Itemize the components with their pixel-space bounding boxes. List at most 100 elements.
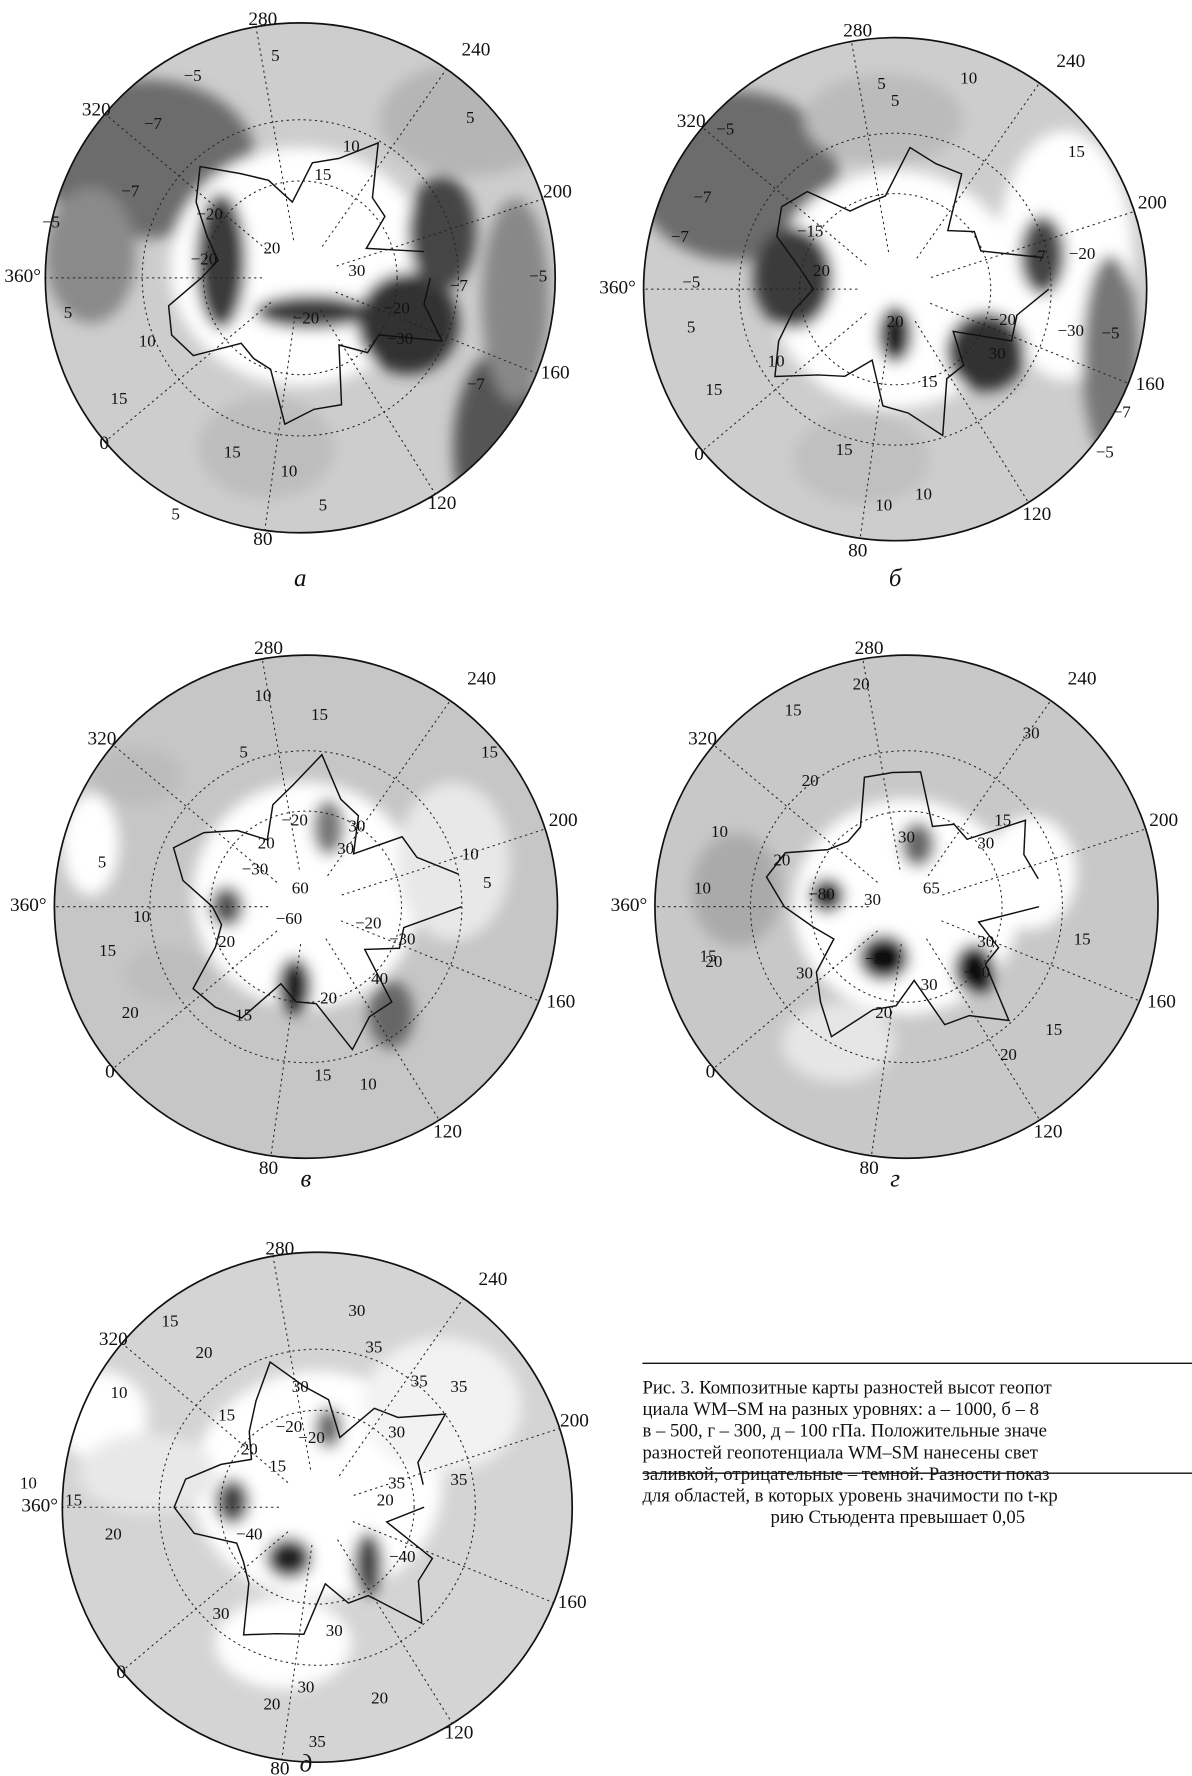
contour-label: 20 [195,1343,212,1362]
contour-label: −20 [298,1428,325,1447]
contour-label: 35 [309,1732,326,1751]
contour-label: 10 [768,352,785,371]
contour-label: 20 [1000,1045,1017,1064]
contour-label: −15 [797,221,824,240]
contour-label: 10 [360,1075,377,1094]
contour-label: 5 [98,853,107,872]
contour-label: 5 [271,46,280,65]
contour-label: 20 [875,1003,892,1022]
contour-label: 20 [802,771,819,790]
contour-label: 30 [796,964,813,983]
contour-label: 35 [365,1338,382,1357]
contour-label: 30 [348,1301,365,1320]
shaded-region [397,782,510,941]
contour-label: 10 [343,136,360,155]
contour-label: 5 [466,108,475,127]
contour-label: 10 [254,686,271,705]
longitude-label: 280 [248,9,277,30]
longitude-label: 200 [1149,810,1178,831]
longitude-label: 160 [541,363,570,384]
longitude-label: 200 [543,181,572,202]
contour-label: 60 [292,879,309,898]
contour-label: 15 [218,1405,235,1424]
contour-label: 30 [326,1621,343,1640]
longitude-label: 80 [848,540,867,561]
shaded-region [198,397,334,499]
map-shading [655,655,1158,1158]
contour-label: −20 [383,298,410,317]
longitude-label: 280 [855,638,884,659]
longitude-label: 120 [444,1722,473,1743]
contour-label: 5 [319,496,328,515]
contour-label: −5 [184,66,202,85]
contour-label: 40 [371,969,388,988]
contour-label: 30 [864,890,881,909]
contour-label: −5 [42,212,60,231]
contour-label: 30 [348,816,365,835]
contour-label: −60 [276,909,303,928]
longitude-label: 360° [4,266,41,287]
contour-label: 15 [1068,142,1085,161]
contour-label: 30 [212,1604,229,1623]
longitude-label: 80 [270,1759,289,1776]
contour-label: 20 [705,952,722,971]
longitude-label: 320 [88,729,117,750]
contour-label: −20 [293,309,320,328]
contour-label: 15 [836,440,853,459]
contour-label: 35 [450,1470,467,1489]
contour-label: 30 [388,1422,405,1441]
contour-label: 35 [450,1377,467,1396]
contour-label: −5 [716,119,734,138]
contour-label: 5 [64,303,73,322]
contour-label: −30 [1057,321,1084,340]
contour-label: 30 [337,839,354,858]
longitude-label: 0 [99,433,109,454]
contour-label: 30 [348,261,365,280]
polar-map: 2015301020301530−803065−8030−80201015203… [611,638,1179,1193]
contour-label: −20 [355,914,382,933]
contour-label: −20 [281,811,308,830]
panel-label: г [890,1166,900,1193]
longitude-label: 360° [599,278,636,299]
contour-label: 15 [705,380,722,399]
shaded-region [482,199,550,403]
longitude-label: 120 [427,493,456,514]
contour-label: 15 [269,1456,286,1475]
longitude-label: 120 [1022,504,1051,525]
shaded-region [215,1598,351,1689]
polar-map: 152030353535101520−203030−201535−4020−40… [20,1238,589,1776]
contour-label: 20 [105,1524,122,1543]
contour-label: 20 [320,989,337,1008]
contour-label: 10 [133,907,150,926]
longitude-label: 240 [1056,51,1085,72]
contour-label: 15 [235,1006,252,1025]
contour-label: −40 [236,1524,263,1543]
contour-label: 10 [915,484,932,503]
contour-label: −20 [196,204,223,223]
shaded-region [215,1479,249,1524]
contour-label: 20 [887,312,904,331]
contour-label: 5 [171,505,180,524]
panel-label: а [294,565,306,592]
longitude-label: 360° [611,895,648,916]
longitude-label: 80 [859,1158,878,1179]
contour-label: 20 [371,1689,388,1708]
map-shading [54,655,557,1158]
map-shading [40,23,561,544]
panel-label: в [301,1166,312,1193]
contour-label: 5 [239,743,248,762]
contour-label: 5 [877,74,885,93]
contour-label: 15 [99,941,116,960]
longitude-label: 320 [677,111,706,132]
contour-label: 10 [711,822,728,841]
contour-label: −80 [865,949,892,968]
contour-label: 20 [773,850,790,869]
contour-label: 15 [785,701,802,720]
caption-line: циала WM–SM на разных уровнях: а – 1000,… [642,1399,1038,1420]
contour-label: 15 [311,705,328,724]
contour-label: 10 [110,1383,127,1402]
shaded-region [408,176,476,289]
longitude-label: 200 [1138,193,1167,214]
contour-label: 30 [292,1377,309,1396]
contour-label: 15 [314,165,331,184]
